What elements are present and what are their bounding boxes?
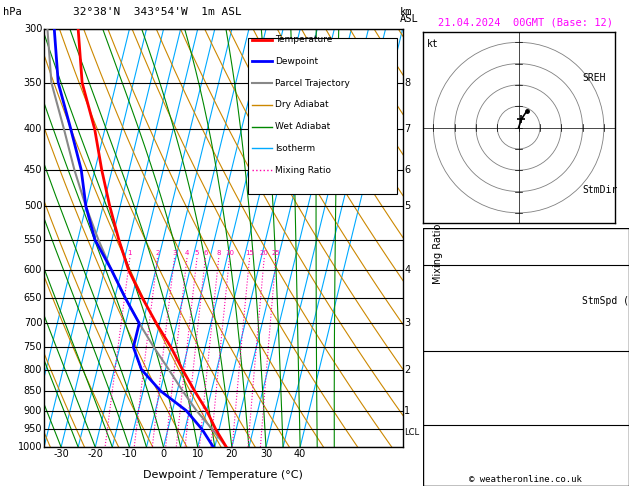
Text: 32°38'N  343°54'W  1m ASL: 32°38'N 343°54'W 1m ASL <box>73 7 242 17</box>
Text: 5: 5 <box>404 202 411 211</box>
Text: 600: 600 <box>24 265 42 275</box>
Text: Mixing Ratio (g/kg): Mixing Ratio (g/kg) <box>433 192 443 284</box>
Text: 3: 3 <box>172 250 177 256</box>
Text: StmSpd (kt): StmSpd (kt) <box>582 296 629 307</box>
Text: 15: 15 <box>245 250 254 256</box>
Text: SREH: SREH <box>582 73 606 84</box>
Text: 6: 6 <box>404 165 411 175</box>
Text: 25: 25 <box>272 250 281 256</box>
Text: km: km <box>399 7 412 17</box>
Text: LCL: LCL <box>404 429 420 437</box>
Text: 500: 500 <box>24 202 42 211</box>
Text: 700: 700 <box>24 318 42 329</box>
Text: 400: 400 <box>24 124 42 134</box>
FancyBboxPatch shape <box>248 37 397 194</box>
Text: 1: 1 <box>404 405 411 416</box>
Text: Parcel Trajectory: Parcel Trajectory <box>276 79 350 87</box>
Text: 5: 5 <box>195 250 199 256</box>
Text: 4: 4 <box>404 265 411 275</box>
Text: Dewpoint / Temperature (°C): Dewpoint / Temperature (°C) <box>143 470 303 480</box>
Text: Temperature: Temperature <box>276 35 333 44</box>
Text: 800: 800 <box>24 364 42 375</box>
Text: 21.04.2024  00GMT (Base: 12): 21.04.2024 00GMT (Base: 12) <box>438 17 613 27</box>
Text: 40: 40 <box>294 449 306 459</box>
Text: 300: 300 <box>24 24 42 34</box>
Text: Mixing Ratio: Mixing Ratio <box>276 166 331 174</box>
Text: 1: 1 <box>128 250 132 256</box>
Text: Isotherm: Isotherm <box>276 144 315 153</box>
Text: kt: kt <box>427 38 438 49</box>
Text: 450: 450 <box>24 165 42 175</box>
Text: 750: 750 <box>24 342 42 352</box>
Text: 20: 20 <box>260 250 269 256</box>
Text: -10: -10 <box>121 449 137 459</box>
Text: Dewpoint: Dewpoint <box>276 57 318 66</box>
Text: -30: -30 <box>53 449 69 459</box>
Text: 850: 850 <box>24 386 42 396</box>
Text: ASL: ASL <box>399 14 418 24</box>
Text: 20: 20 <box>226 449 238 459</box>
Text: 950: 950 <box>24 424 42 434</box>
Text: 3: 3 <box>404 318 411 329</box>
Text: 2: 2 <box>155 250 160 256</box>
Text: 0: 0 <box>160 449 167 459</box>
Text: 650: 650 <box>24 293 42 303</box>
Text: 1000: 1000 <box>18 442 42 452</box>
Text: 4: 4 <box>185 250 189 256</box>
Text: 30: 30 <box>260 449 272 459</box>
Text: Wet Adiabat: Wet Adiabat <box>276 122 330 131</box>
Text: hPa: hPa <box>3 7 22 17</box>
Text: StmDir: StmDir <box>582 185 617 195</box>
Text: 900: 900 <box>24 405 42 416</box>
Text: © weatheronline.co.uk: © weatheronline.co.uk <box>469 474 582 484</box>
Text: 8: 8 <box>404 78 411 87</box>
Text: 7: 7 <box>404 124 411 134</box>
Text: 6: 6 <box>203 250 208 256</box>
Text: Dry Adiabat: Dry Adiabat <box>276 100 329 109</box>
Text: 2: 2 <box>404 364 411 375</box>
Text: 350: 350 <box>24 78 42 87</box>
Text: 8: 8 <box>216 250 221 256</box>
Text: 10: 10 <box>225 250 234 256</box>
Text: -20: -20 <box>87 449 103 459</box>
Text: 550: 550 <box>24 235 42 244</box>
Text: 10: 10 <box>192 449 204 459</box>
